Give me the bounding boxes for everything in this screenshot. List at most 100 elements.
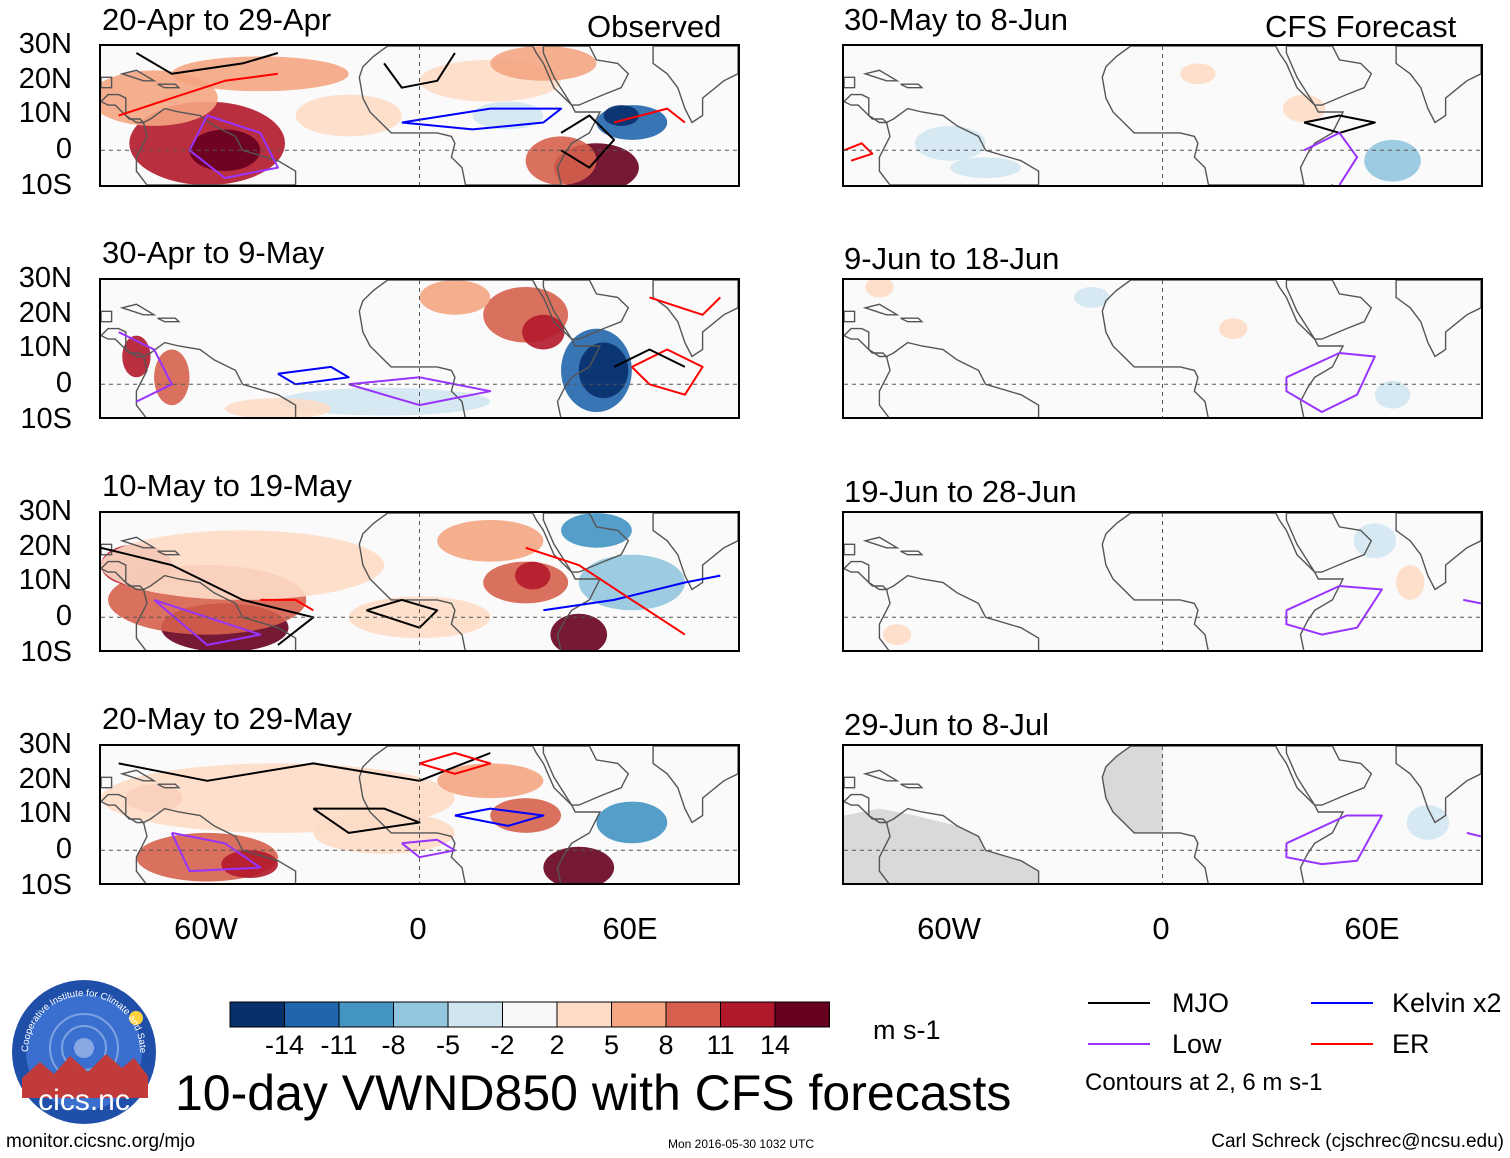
p-r1-coastline-0 (1101, 280, 1345, 417)
footer-timestamp: Mon 2016-05-30 1032 UTC (668, 1137, 815, 1151)
panel-title-fcst-2: 9-Jun to 18-Jun (844, 241, 1060, 276)
p-r0-shade-3 (1282, 94, 1326, 123)
p-r3-coastline-7 (900, 783, 924, 789)
y-label-row4-3: 0 (55, 833, 72, 865)
p-l2-map (101, 513, 738, 650)
p-l0-coastline-3 (101, 93, 146, 124)
colorbar-swatch-5 (502, 1001, 558, 1028)
p-l0-coastline-1 (542, 46, 630, 106)
p-r1-contour-0 (1285, 352, 1376, 413)
footer-url: monitor.cicsnc.org/mjo (6, 1131, 196, 1152)
y-label-row4-2: 10N (18, 797, 72, 829)
x-label-60e-left: 60E (602, 911, 658, 946)
contours-note: Contours at 2, 6 m s-1 (1085, 1069, 1323, 1096)
p-l1-map (101, 280, 738, 417)
p-r3-shade-0 (1406, 805, 1450, 840)
y-label-row2-3: 0 (55, 367, 72, 399)
y-label-row2-4: 10S (20, 403, 72, 435)
p-l1-shade-7 (277, 387, 491, 416)
legend-label-low: Low (1172, 1029, 1222, 1059)
colorbar-swatch-2 (338, 1001, 394, 1028)
p-l1-coastline-1 (542, 280, 630, 340)
p-r0-coastline-0 (1101, 46, 1345, 185)
panel-title-obs-1: 20-Apr to 29-Apr (102, 2, 332, 37)
p-l0-shade-7 (603, 105, 639, 126)
main-title: 10-day VWND850 with CFS forecasts (175, 1065, 1012, 1121)
p-r2-coastline-3 (844, 560, 889, 591)
p-l1-shade-3 (522, 314, 565, 350)
map-panel-fcst-1 (842, 44, 1483, 187)
p-r0-shade-4 (950, 157, 1021, 179)
p-r2-coastline-6 (862, 536, 900, 549)
colorbar-label-3: -5 (435, 1030, 460, 1060)
p-l2-coastline-4 (652, 513, 738, 591)
p-l0-contour-0 (135, 52, 279, 75)
p-r2-shade-2 (882, 624, 912, 646)
map-panel-fcst-3 (842, 511, 1483, 652)
p-l3-contour-0 (118, 752, 491, 782)
p-l1-contour-3 (631, 348, 704, 396)
p-r3-contour-1 (1466, 831, 1481, 838)
p-l3-coastline-0 (358, 746, 602, 883)
p-r0-coastline-1 (1285, 46, 1373, 106)
p-r2-coastline-7 (900, 550, 924, 556)
colorbar-swatch-6 (556, 1001, 612, 1028)
p-l3-contour-2 (170, 831, 262, 873)
p-l3-shade-1 (221, 850, 278, 879)
p-l0-shade-3 (171, 56, 349, 92)
y-label-row1-2: 10N (18, 97, 72, 129)
p-l1-contour-4 (649, 296, 722, 316)
p-l2-shade-5 (515, 561, 551, 590)
colorbar-swatch-10 (774, 1001, 830, 1028)
p-r1-shade-1 (1074, 286, 1110, 308)
p-l3-coastline-7 (157, 783, 181, 789)
map-panel-obs-4 (99, 744, 740, 885)
map-panel-obs-2 (99, 278, 740, 419)
p-r3-coastline-2 (878, 807, 1040, 883)
p-l1-shade-5 (154, 349, 190, 406)
colorbar-label-1: -11 (320, 1030, 358, 1060)
p-l0-coastline-2 (135, 107, 297, 185)
y-label-row1-0: 30N (18, 28, 72, 60)
p-r1-coastline-7 (900, 317, 924, 323)
map-panel-obs-3 (99, 511, 740, 652)
y-label-row4-0: 30N (18, 728, 72, 760)
p-l0-contour-4 (401, 107, 563, 131)
colorbar-label-4: -2 (490, 1030, 515, 1060)
p-l0-coastline-0 (358, 46, 602, 185)
p-r3-coastline-6 (862, 769, 900, 782)
p-l2-contour-4 (525, 546, 686, 636)
p-l2-contour-3 (543, 574, 721, 612)
p-r1-coastline-4 (1395, 280, 1481, 358)
map-panel-fcst-2 (842, 278, 1483, 419)
x-label-60w-left: 60W (174, 911, 238, 946)
p-l2-coastline-7 (157, 550, 181, 556)
legend-line-kelvin (1311, 1002, 1373, 1004)
p-r3-map (844, 746, 1481, 883)
p-r2-contour-0 (1285, 585, 1383, 636)
p-l1-coastline-3 (101, 327, 146, 358)
p-r0-map (844, 46, 1481, 185)
colorbar-swatch-7 (611, 1001, 667, 1028)
p-r0-coastline-5 (844, 76, 856, 89)
y-label-row1-3: 0 (55, 133, 72, 165)
p-l2-coastline-0 (358, 513, 602, 650)
p-r0-contour-2 (844, 142, 874, 162)
p-l3-coastline-1 (542, 746, 630, 806)
p-l0-coastline-5 (101, 76, 113, 89)
legend-label-kelvin: Kelvin x2 (1392, 988, 1502, 1018)
p-l3-coastline-6 (119, 769, 157, 782)
p-r0-coastline-3 (844, 93, 889, 124)
colorbar (229, 1001, 830, 1028)
p-l3-contour-3 (454, 807, 545, 827)
p-l1-contour-1 (118, 331, 173, 403)
p-l2-contour-1 (366, 598, 439, 629)
p-r3-contour-0 (1285, 814, 1383, 866)
p-l2-shade-8 (578, 554, 685, 611)
y-label-row2-1: 20N (18, 297, 72, 329)
p-l0-coastline-6 (119, 69, 157, 82)
colorbar-label-5: 2 (549, 1030, 565, 1060)
p-r2-map (844, 513, 1481, 650)
p-l2-contour-2 (153, 598, 262, 646)
p-r0-coastline-7 (900, 83, 924, 89)
